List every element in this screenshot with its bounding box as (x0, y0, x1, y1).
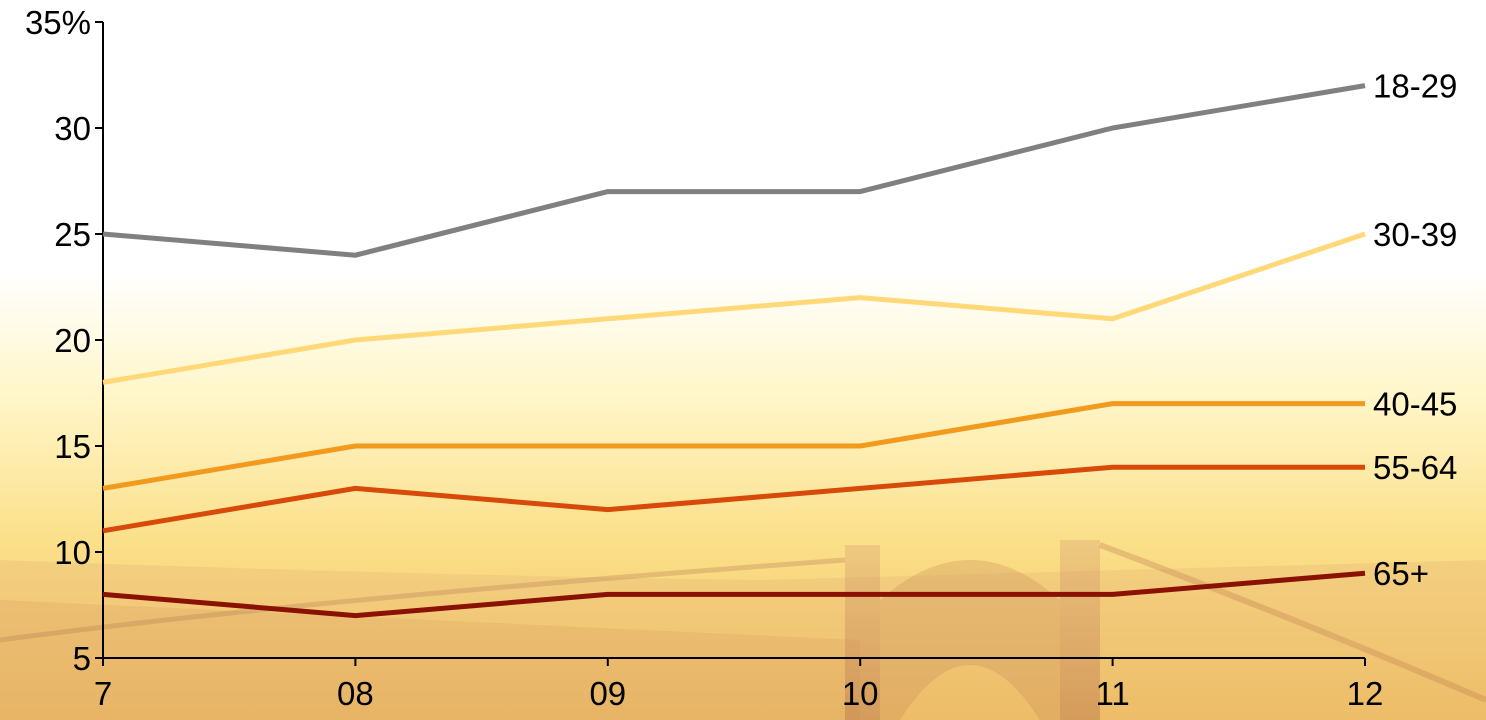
chart-labels-layer: 18-29 30-39 40-45 55-64 65+ (1373, 68, 1457, 593)
x-tick-label: 09 (589, 675, 626, 712)
series-line-18-29 (102, 83, 1366, 258)
y-tick-label: 25 (54, 216, 91, 253)
series-label-18-29: 18-29 (1373, 68, 1457, 105)
chart-axes: 5 10 15 20 25 30 35% 7 08 09 10 11 12 (25, 4, 1383, 712)
x-tick-label: 10 (842, 675, 879, 712)
y-tick-label: 10 (54, 534, 91, 571)
y-tick-label: 20 (54, 322, 91, 359)
x-tick-label: 7 (94, 675, 112, 712)
chart-series-layer (102, 83, 1366, 619)
series-label-65+: 65+ (1373, 555, 1429, 592)
series-line-40-45 (102, 401, 1365, 491)
x-tick-label: 08 (337, 675, 374, 712)
y-tick-label: 30 (54, 110, 91, 147)
series-label-55-64: 55-64 (1373, 449, 1457, 486)
series-line-55-64 (102, 464, 1365, 534)
series-label-30-39: 30-39 (1373, 216, 1457, 253)
y-tick-label: 35% (25, 4, 91, 41)
series-line-65+ (102, 570, 1366, 619)
x-tick-label: 12 (1347, 675, 1384, 712)
y-tick-label: 15 (54, 428, 91, 465)
series-label-40-45: 40-45 (1373, 386, 1457, 423)
x-tick-label: 11 (1095, 675, 1129, 712)
y-tick-label: 5 (73, 640, 91, 677)
series-line-30-39 (102, 231, 1366, 385)
